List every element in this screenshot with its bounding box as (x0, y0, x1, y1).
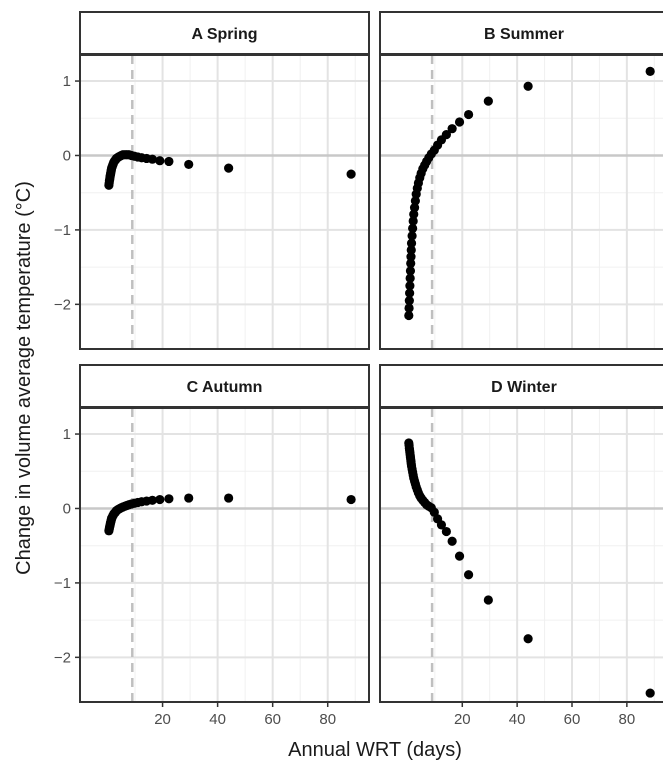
data-point (406, 258, 416, 269)
facet-label: A Spring (191, 26, 257, 43)
y-tick-label: 1 (63, 426, 71, 443)
plot-area (380, 408, 663, 702)
y-tick-label: −1 (54, 575, 71, 592)
x-tick-label: 20 (454, 711, 471, 728)
panel-border (79, 407, 370, 703)
y-tick-label: −1 (54, 222, 71, 239)
y-tick-label: −2 (54, 649, 71, 666)
data-point (404, 303, 414, 313)
data-point (164, 156, 174, 167)
data-point (436, 520, 447, 530)
data-point (523, 634, 533, 644)
data-point (405, 273, 415, 283)
facet-label: D Winter (491, 379, 557, 396)
data-point (407, 231, 417, 241)
data-point (645, 688, 655, 698)
data-point (441, 130, 451, 140)
x-tick-label: 80 (619, 711, 636, 728)
panels: A Spring B Summer C Autumn D Winter (79, 11, 663, 703)
data-point (645, 66, 655, 76)
facet-strip (79, 364, 370, 408)
data-point (463, 570, 474, 580)
data-point (406, 238, 417, 248)
data-point (454, 551, 465, 561)
data-point (155, 156, 165, 166)
x-tick-label: 80 (319, 711, 336, 728)
x-tick-label: 40 (509, 711, 526, 728)
data-point (408, 223, 418, 234)
data-point (463, 109, 474, 120)
panel-c-autumn: C Autumn (79, 364, 370, 703)
plot-area (80, 55, 369, 349)
panel-border (79, 54, 370, 350)
panel-d-winter: D Winter (379, 364, 663, 703)
x-tick-label: 60 (564, 711, 581, 728)
data-point (523, 81, 533, 91)
x-tick-label: 60 (264, 711, 281, 728)
data-point (346, 169, 356, 179)
data-point (224, 163, 234, 173)
data-point (406, 252, 416, 262)
data-point (447, 536, 457, 546)
data-point (483, 96, 493, 106)
facet-label: B Summer (484, 26, 564, 43)
data-point (147, 154, 157, 164)
facet-strip (379, 11, 663, 55)
data-point (147, 495, 157, 505)
data-point (483, 595, 493, 605)
y-axis-ticks: 1 0 −1 −2 1 0 −1 −2 (54, 73, 80, 666)
data-point (441, 526, 451, 537)
facet-strip (79, 11, 370, 55)
data-point (447, 124, 457, 134)
x-axis-ticks: 20 40 60 80 20 40 60 80 (154, 702, 635, 728)
x-tick-label: 40 (209, 711, 226, 728)
data-point (408, 216, 418, 226)
data-point (164, 494, 174, 504)
y-axis-title: Change in volume average temperature (°C… (13, 181, 35, 575)
data-point (409, 209, 419, 219)
x-axis-title: Annual WRT (days) (288, 739, 462, 761)
plot-area (80, 408, 369, 702)
y-tick-label: −2 (54, 296, 71, 313)
data-point (404, 310, 414, 321)
data-point (406, 245, 416, 255)
data-point (405, 288, 415, 298)
data-point (346, 494, 356, 505)
data-point (155, 494, 165, 505)
data-point (410, 196, 420, 206)
data-point (184, 159, 194, 170)
facet-label: C Autumn (187, 379, 263, 396)
data-point (454, 117, 465, 127)
y-tick-label: 1 (63, 73, 71, 90)
panel-border (379, 407, 663, 703)
data-point (404, 296, 414, 306)
panel-a-spring: A Spring (79, 11, 370, 350)
y-tick-label: 0 (63, 147, 71, 164)
data-point (405, 281, 415, 291)
y-tick-label: 0 (63, 500, 71, 517)
data-point (184, 493, 194, 503)
plot-area (380, 55, 663, 349)
data-point (409, 202, 420, 213)
data-point (405, 266, 416, 276)
x-tick-label: 20 (154, 711, 171, 728)
facet-strip (379, 364, 663, 408)
panel-b-summer: B Summer (379, 11, 663, 350)
panel-border (379, 54, 663, 350)
data-point (224, 493, 234, 503)
